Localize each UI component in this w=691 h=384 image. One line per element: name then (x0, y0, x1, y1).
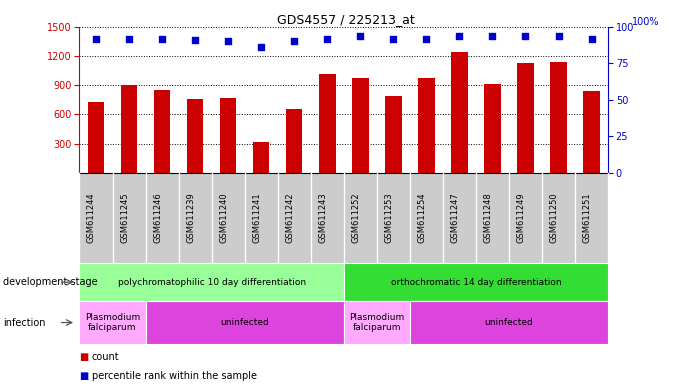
Text: orthochromatic 14 day differentiation: orthochromatic 14 day differentiation (390, 278, 561, 287)
Point (223, 38, 234, 45)
Point (354, 33, 366, 39)
Bar (418, 78, 435, 173)
Bar (385, 96, 401, 173)
Text: uninfected: uninfected (220, 318, 269, 327)
Bar (484, 84, 501, 173)
Text: GSM611253: GSM611253 (384, 192, 393, 243)
Bar (319, 74, 336, 173)
Bar (352, 78, 368, 173)
Point (520, 33, 531, 39)
Bar (550, 62, 567, 173)
Text: GDS4557 / 225213_at: GDS4557 / 225213_at (276, 13, 415, 26)
Text: percentile rank within the sample: percentile rank within the sample (92, 371, 257, 381)
Text: GSM611251: GSM611251 (583, 193, 591, 243)
Text: Plasmodium
falciparum: Plasmodium falciparum (85, 313, 140, 332)
Text: GSM611239: GSM611239 (186, 192, 195, 243)
Text: infection: infection (3, 318, 46, 328)
Text: development stage: development stage (3, 277, 98, 287)
Bar (187, 99, 203, 173)
Bar (154, 89, 170, 173)
Bar (286, 109, 303, 173)
Point (322, 35, 333, 41)
Point (91, 35, 102, 41)
Text: GSM611247: GSM611247 (451, 192, 460, 243)
Point (553, 33, 564, 39)
Text: GSM611241: GSM611241 (252, 193, 261, 243)
Point (388, 35, 399, 41)
Point (189, 37, 200, 43)
Text: GSM611252: GSM611252 (351, 193, 360, 243)
Text: Plasmodium
falciparum: Plasmodium falciparum (349, 313, 404, 332)
Point (124, 35, 135, 41)
Point (256, 44, 267, 50)
Bar (121, 85, 138, 173)
Bar (583, 91, 600, 173)
Text: GSM611240: GSM611240 (219, 193, 228, 243)
Bar (451, 52, 468, 173)
Text: count: count (92, 352, 120, 362)
Point (586, 35, 597, 41)
Bar (220, 98, 236, 173)
Point (487, 33, 498, 39)
Text: GSM611248: GSM611248 (484, 192, 493, 243)
Text: 100%: 100% (632, 17, 659, 27)
Text: GSM611243: GSM611243 (319, 192, 328, 243)
Bar (88, 102, 104, 173)
Bar (518, 63, 533, 173)
Text: GSM611246: GSM611246 (153, 192, 162, 243)
Text: GSM611242: GSM611242 (285, 193, 294, 243)
Text: GSM611249: GSM611249 (516, 193, 525, 243)
Point (289, 38, 300, 45)
Text: ■: ■ (79, 352, 88, 362)
Text: uninfected: uninfected (484, 318, 533, 327)
Point (157, 35, 168, 41)
Text: GSM611250: GSM611250 (549, 193, 558, 243)
Text: ■: ■ (79, 371, 88, 381)
Bar (253, 142, 269, 173)
Text: GSM611245: GSM611245 (120, 193, 129, 243)
Text: GSM611244: GSM611244 (87, 193, 96, 243)
Point (454, 33, 465, 39)
Text: GSM611254: GSM611254 (417, 193, 426, 243)
Text: polychromatophilic 10 day differentiation: polychromatophilic 10 day differentiatio… (117, 278, 305, 287)
Point (421, 35, 432, 41)
